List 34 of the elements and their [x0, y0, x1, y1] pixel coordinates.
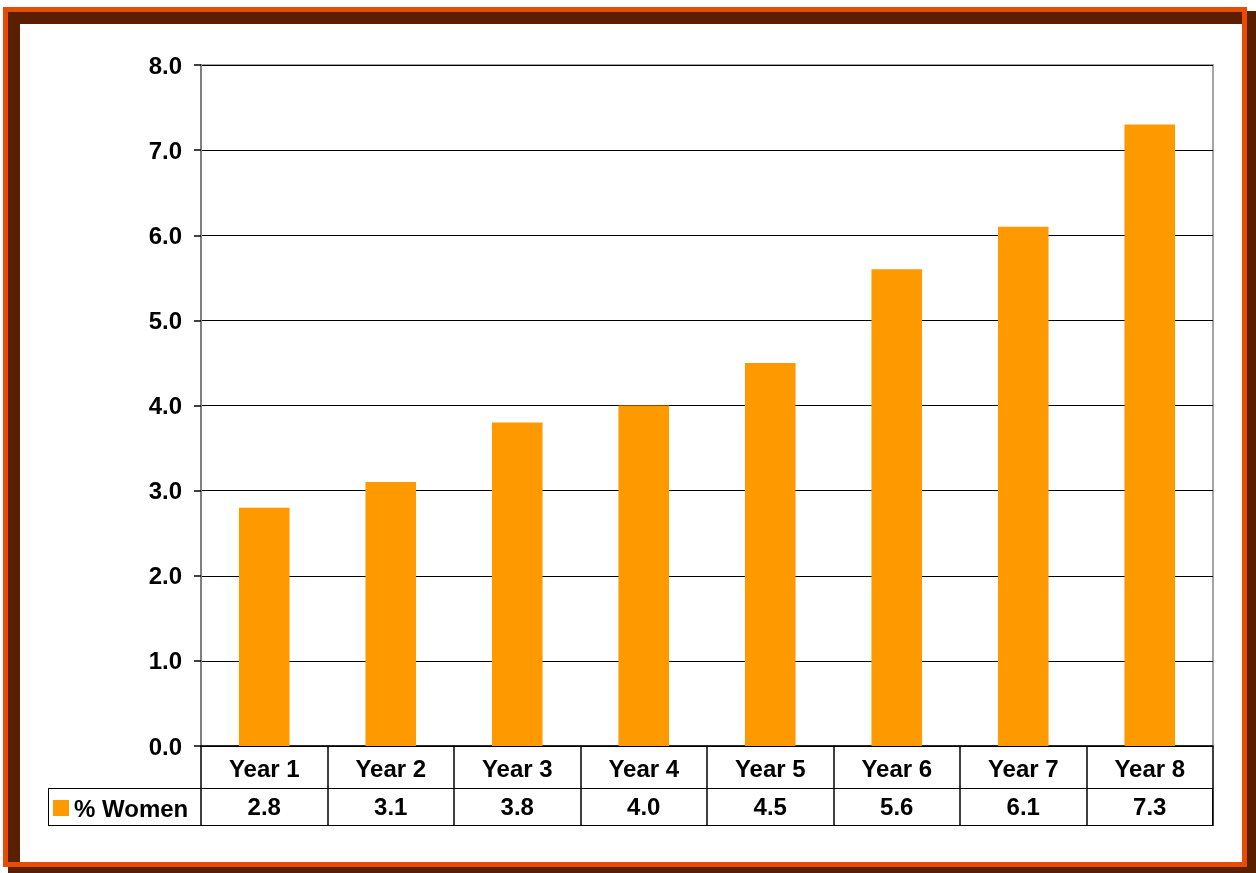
data-label: 2.8	[246, 792, 282, 822]
x-tick-label: Year 5	[734, 754, 806, 782]
x-tick-label: Year 3	[481, 754, 553, 782]
data-label: 3.8	[499, 792, 535, 822]
bar	[1124, 124, 1176, 746]
bar	[238, 507, 290, 746]
x-tick-label: Year 2	[355, 754, 427, 782]
bar	[365, 482, 417, 746]
y-tick-label: 8.0	[148, 51, 182, 79]
data-label: 3.1	[373, 792, 409, 822]
data-label: 5.6	[879, 792, 915, 822]
bar	[491, 422, 543, 746]
y-tick-label: 6.0	[148, 221, 182, 249]
x-tick-label: Year 1	[228, 754, 300, 782]
x-tick-label: Year 4	[608, 754, 680, 782]
bar	[871, 269, 923, 746]
y-tick-label: 1.0	[148, 647, 182, 675]
data-label: 4.0	[626, 792, 662, 822]
y-tick-label: 2.0	[148, 562, 182, 590]
x-tick-label: Year 7	[987, 754, 1059, 782]
y-tick-label: 5.0	[148, 306, 182, 334]
bar	[744, 362, 796, 746]
y-tick-label: 3.0	[148, 477, 182, 505]
x-tick-label: Year 6	[861, 754, 933, 782]
legend-label: % Women	[74, 794, 189, 822]
bar	[997, 226, 1049, 746]
x-tick-label: Year 8	[1114, 754, 1186, 782]
data-label: 7.3	[1132, 792, 1168, 822]
y-tick-label: 4.0	[148, 392, 182, 419]
y-tick-label: 0.0	[148, 732, 182, 760]
data-label: 6.1	[1005, 792, 1041, 822]
bar	[618, 405, 670, 746]
data-label: 4.5	[752, 792, 788, 822]
y-tick-label: 7.0	[148, 136, 182, 164]
